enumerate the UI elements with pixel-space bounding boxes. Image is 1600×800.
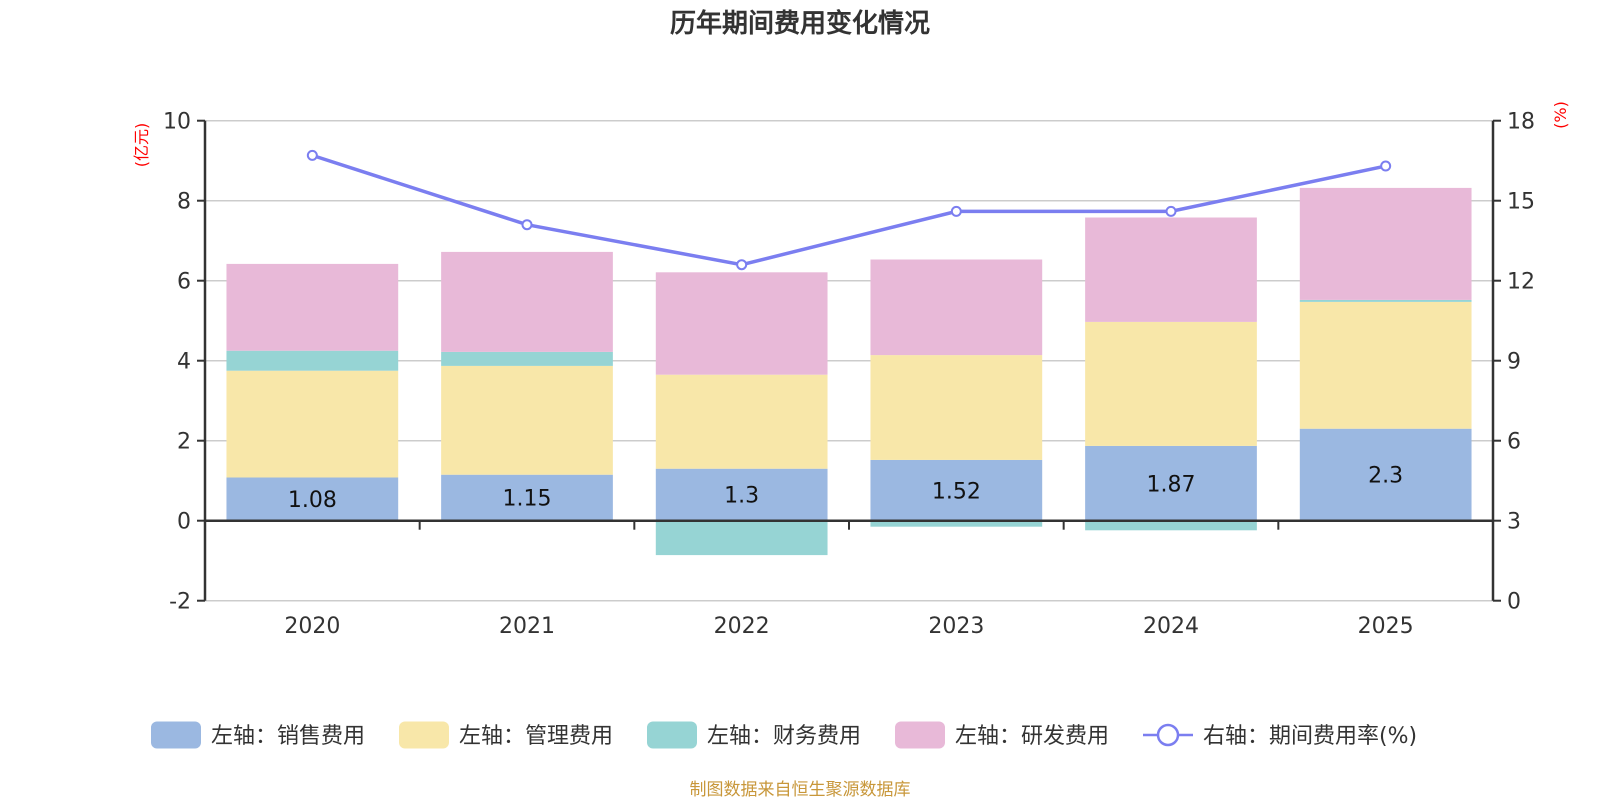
- bar-segment[interactable]: [1299, 301, 1472, 429]
- chart-title: 历年期间费用变化情况: [670, 8, 930, 39]
- legend-label: 左轴：管理费用: [459, 724, 613, 749]
- x-axis-tick-label: 2025: [1358, 614, 1414, 639]
- bar-segment[interactable]: [655, 520, 828, 556]
- line-series: [311, 153, 1387, 267]
- bar-segment[interactable]: [226, 370, 399, 478]
- line-series-group: [306, 149, 1392, 271]
- legend-label: 左轴：研发费用: [955, 724, 1109, 749]
- left-axis-tick-label: 2: [177, 430, 191, 455]
- bar-segment[interactable]: [441, 351, 613, 366]
- bars-group: [226, 187, 1472, 556]
- x-axis-tick-label: 2020: [284, 614, 340, 639]
- line-point[interactable]: [306, 149, 318, 161]
- right-axis-unit-label: (%): [1551, 101, 1570, 129]
- bar-segment[interactable]: [870, 259, 1043, 356]
- bar-labels-group: 1.08 1.15 1.3 1.52 1.87 2.3: [288, 464, 1403, 513]
- grid-lines: [205, 119, 1493, 602]
- x-axis-tick-label: 2022: [714, 614, 770, 639]
- bar-segment[interactable]: [655, 468, 828, 521]
- line-point[interactable]: [521, 219, 533, 231]
- legend-label: 左轴：财务费用: [707, 724, 861, 749]
- footer-source-text: 制图数据来自恒生聚源数据库: [690, 780, 911, 800]
- bar-segment[interactable]: [1085, 520, 1257, 531]
- legend-circle-icon: [1156, 723, 1180, 747]
- bar-data-label: 1.52: [932, 479, 981, 504]
- left-axis-tick-label: 8: [177, 190, 191, 215]
- bar-segment[interactable]: [441, 474, 613, 521]
- legend-swatch: [399, 721, 449, 749]
- right-axis-tick-label: 6: [1507, 430, 1521, 455]
- line-point[interactable]: [950, 205, 962, 217]
- x-axis-tick-label: 2021: [499, 614, 555, 639]
- bar-segment[interactable]: [1085, 321, 1257, 446]
- legend-label: 左轴：销售费用: [211, 724, 365, 749]
- bar-segment[interactable]: [870, 355, 1043, 460]
- legend-item[interactable]: 左轴：财务费用: [647, 721, 861, 750]
- bar-segment[interactable]: [441, 365, 613, 475]
- legend-swatch: [647, 721, 697, 749]
- legend-item[interactable]: 左轴：销售费用: [151, 721, 365, 750]
- bar-segment[interactable]: [226, 350, 399, 371]
- right-axis-tick-label: 15: [1507, 190, 1535, 215]
- left-axis-tick-label: 6: [177, 270, 191, 295]
- right-axis-tick-label: 12: [1507, 270, 1535, 295]
- bar-data-label: 1.3: [724, 484, 759, 509]
- bar-data-label: 1.08: [288, 488, 337, 513]
- bar-segment[interactable]: [870, 520, 1043, 527]
- bar-segment[interactable]: [655, 272, 828, 375]
- right-axis-tick-label: 9: [1507, 350, 1521, 375]
- left-axis-unit-label: (亿元): [132, 123, 151, 168]
- bar-segment[interactable]: [226, 263, 399, 351]
- left-axis-tick-label: 0: [177, 510, 191, 535]
- bar-segment[interactable]: [1299, 299, 1472, 302]
- right-axis-tick-label: 3: [1507, 510, 1521, 535]
- right-axis-tick-label: 18: [1507, 110, 1535, 135]
- bar-segment[interactable]: [655, 374, 828, 469]
- bar-segment[interactable]: [870, 459, 1043, 521]
- bar-data-label: 1.87: [1147, 472, 1196, 497]
- legend-swatch: [895, 721, 945, 749]
- legend-label: 右轴：期间费用率(%): [1203, 724, 1417, 749]
- bar-data-label: 2.3: [1368, 464, 1403, 489]
- line-point[interactable]: [736, 259, 748, 271]
- bar-segment[interactable]: [441, 251, 613, 352]
- left-axis-tick-label: 4: [177, 350, 191, 375]
- bar-segment[interactable]: [1299, 428, 1472, 521]
- legend-item[interactable]: 左轴：管理费用: [399, 721, 613, 750]
- legend-item[interactable]: 左轴：研发费用: [895, 721, 1109, 750]
- legend-swatch: [151, 721, 201, 749]
- bar-data-label: 1.15: [503, 487, 552, 512]
- bar-segment[interactable]: [1085, 445, 1257, 521]
- legend: 左轴：销售费用 左轴：管理费用 左轴：财务费用 左轴：研发费用 右轴：期间费用率(%): [151, 721, 1417, 750]
- x-axis-tick-label: 2024: [1143, 614, 1199, 639]
- axes-group: -2 0 2 4 6 8 10 0 3 6 9 12 15 18 2020 2021 2022 2023 2024 2…: [163, 110, 1535, 639]
- right-axis-tick-label: 0: [1507, 590, 1521, 615]
- left-axis-tick-label: 10: [163, 110, 191, 135]
- legend-item[interactable]: 右轴：期间费用率(%): [1143, 723, 1417, 749]
- line-point[interactable]: [1165, 205, 1177, 217]
- left-axis-tick-label: -2: [169, 590, 191, 615]
- bar-segment[interactable]: [226, 477, 399, 521]
- bar-segment[interactable]: [1299, 187, 1472, 300]
- x-axis-tick-label: 2023: [928, 614, 984, 639]
- line-point[interactable]: [1380, 160, 1392, 172]
- bar-segment[interactable]: [1085, 217, 1257, 322]
